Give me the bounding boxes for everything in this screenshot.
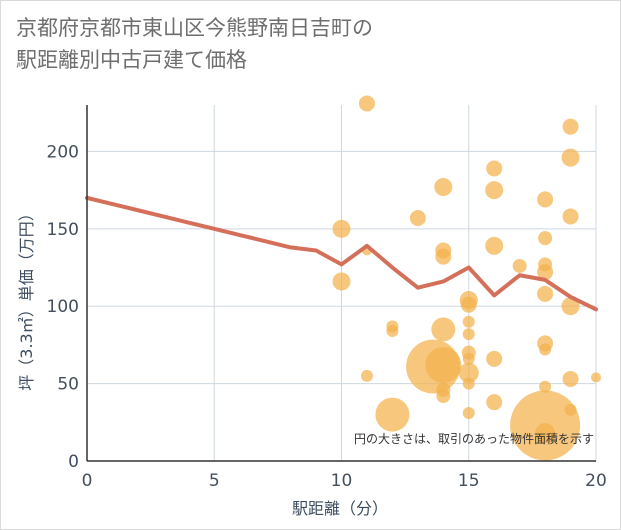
data-point xyxy=(332,219,351,238)
bubble-size-note: 円の大きさは、取引のあった物件面積を示す xyxy=(354,431,594,446)
chart-title-line-1: 京都府京都市東山区今熊野南日吉町の xyxy=(16,16,373,40)
data-point xyxy=(537,264,554,281)
x-axis-label: 駅距離（分） xyxy=(292,499,388,518)
x-tick-label: 10 xyxy=(331,471,353,491)
data-point xyxy=(512,258,527,273)
data-point xyxy=(537,191,554,208)
data-point xyxy=(434,178,453,197)
data-point xyxy=(539,380,552,393)
x-tick-label: 15 xyxy=(458,471,480,491)
x-tick-label: 5 xyxy=(209,471,220,491)
bubble-layer xyxy=(332,95,601,461)
chart-title: 京都府京都市東山区今熊野南日吉町の 駅距離別中古戸建て価格 xyxy=(16,12,373,76)
data-point xyxy=(462,407,475,420)
data-point xyxy=(435,248,452,265)
data-point xyxy=(431,317,456,342)
data-point xyxy=(462,315,475,328)
data-point xyxy=(591,372,601,383)
data-point xyxy=(535,423,556,444)
data-point xyxy=(360,369,373,382)
chart-title-line-2: 駅距離別中古戸建て価格 xyxy=(16,48,247,72)
data-point xyxy=(561,148,580,167)
data-point xyxy=(358,95,375,112)
y-tick-label: 200 xyxy=(47,142,79,162)
data-point xyxy=(436,388,451,403)
data-point xyxy=(458,362,479,383)
data-point xyxy=(375,397,410,432)
data-point xyxy=(460,296,477,313)
data-point xyxy=(537,285,554,302)
data-point xyxy=(486,160,503,177)
data-point xyxy=(485,181,504,200)
y-tick-label: 150 xyxy=(47,220,79,240)
data-point xyxy=(486,350,503,367)
data-point xyxy=(386,324,399,337)
y-tick-label: 100 xyxy=(47,297,79,317)
x-tick-label: 20 xyxy=(585,471,607,491)
data-point xyxy=(562,118,579,135)
data-point xyxy=(562,370,579,387)
data-point xyxy=(425,347,462,384)
data-point xyxy=(486,394,503,411)
grid-lines xyxy=(87,105,597,461)
data-point xyxy=(561,297,580,316)
data-point xyxy=(462,328,475,341)
y-tick-label: 0 xyxy=(68,452,79,472)
data-point xyxy=(332,272,351,291)
y-axis-label: 坪（3.3㎡）単価（万円） xyxy=(17,205,36,390)
data-point xyxy=(462,377,475,390)
trend-line-layer xyxy=(85,195,598,312)
data-point xyxy=(462,352,475,365)
data-point xyxy=(538,231,553,246)
y-tick-label: 50 xyxy=(57,375,79,395)
data-point xyxy=(562,208,579,225)
axes xyxy=(86,105,596,462)
trend-line xyxy=(85,195,598,312)
data-point xyxy=(485,236,504,255)
data-point xyxy=(539,343,552,356)
data-point xyxy=(409,209,426,226)
x-tick-label: 0 xyxy=(82,471,93,491)
